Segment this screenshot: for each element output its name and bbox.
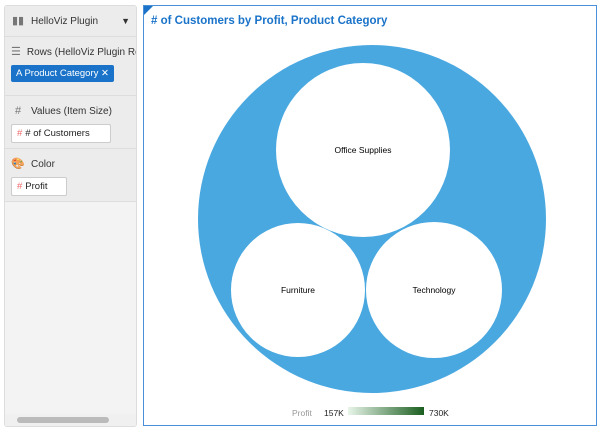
text-field-icon: A [16,68,25,79]
pill-label: Profit [25,181,48,192]
rows-label: Rows (HelloViz Plugin Rows) [26,46,136,58]
legend-title: Profit [292,408,312,418]
legend-min: 157K [324,408,344,418]
plugin-selector[interactable]: ▮▮ HelloViz Plugin ▼ [5,6,136,37]
field-panel: ▮▮ HelloViz Plugin ▼ ☰ Rows (HelloViz Plugi… [4,5,137,427]
chart-title: # of Customers by Profit, Product Catego… [151,15,388,27]
product-category-pill[interactable]: A Product Category ✕ [11,65,114,82]
legend-max: 730K [429,408,449,418]
profit-pill[interactable]: # Profit [11,177,67,196]
close-icon[interactable]: ✕ [101,68,109,79]
category-circle[interactable] [276,63,450,237]
color-label: Color [31,158,55,170]
category-label: Furniture [281,285,315,295]
values-label: Values (Item Size) [31,105,112,117]
category-label: Technology [412,285,456,295]
pill-label: # of Customers [25,128,90,139]
category-circle[interactable] [366,222,502,358]
palette-icon: 🎨 [11,158,25,170]
customers-pill[interactable]: # # of Customers [11,124,111,143]
plugin-name: HelloViz Plugin [31,15,99,27]
dropdown-arrow-icon[interactable]: ▼ [121,16,130,26]
chart-area: # of Customers by Profit, Product Catego… [143,5,597,426]
measure-icon: # [17,181,23,192]
hash-icon: # [14,105,22,117]
legend-gradient [348,407,424,415]
list-icon: ☰ [11,46,21,58]
circle-pack-svg: Office Supplies Furniture Technology Profit… [198,45,546,418]
scrollbar-thumb[interactable] [17,417,109,423]
category-circle[interactable] [231,223,365,357]
bar-chart-icon: ▮▮ [11,15,25,27]
measure-icon: # [17,128,23,139]
corner-marker [144,6,153,15]
pill-label: Product Category [24,68,99,79]
horizontal-scrollbar[interactable] [5,414,136,426]
category-label: Office Supplies [334,145,391,155]
